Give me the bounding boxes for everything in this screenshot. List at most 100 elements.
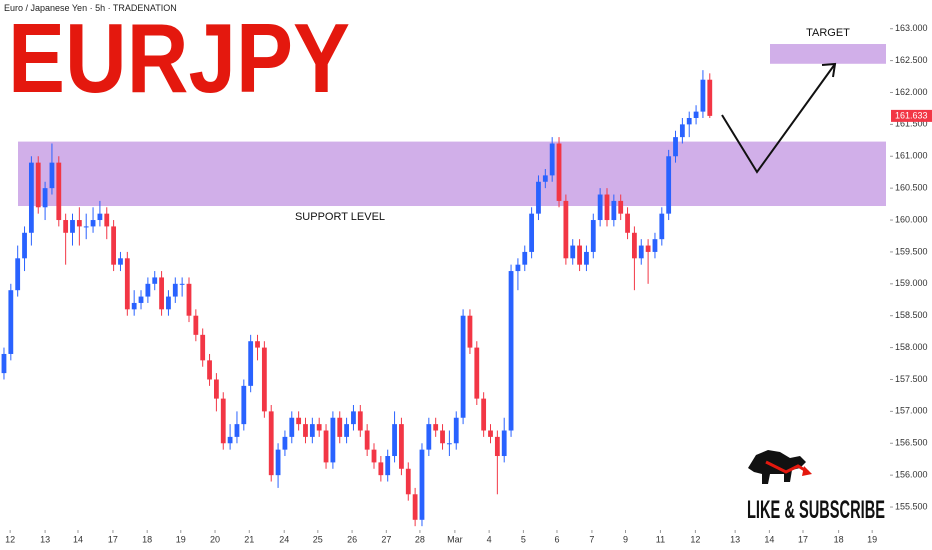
- chart-subtitle: Euro / Japanese Yen · 5h · TRADENATION: [4, 3, 177, 13]
- target-label: TARGET: [806, 27, 850, 39]
- target-zone: [770, 44, 886, 64]
- candle-body: [405, 468, 411, 495]
- x-tick-label: 7: [589, 534, 594, 544]
- candle-body: [227, 436, 233, 444]
- candle-body: [28, 162, 34, 233]
- candle-body: [70, 220, 75, 233]
- candle-body: [8, 290, 14, 354]
- candles: [1, 70, 713, 527]
- candle-body: [241, 385, 247, 425]
- x-tick-label: 21: [244, 534, 254, 544]
- x-tick-label: 12: [690, 534, 700, 544]
- candle-body: [344, 424, 349, 437]
- y-tick-label: 157.000: [895, 406, 928, 416]
- candle-body: [632, 232, 637, 259]
- candle-body: [172, 283, 178, 297]
- candle-body: [275, 449, 281, 476]
- x-tick-label: 25: [313, 534, 323, 544]
- candle-body: [159, 277, 164, 310]
- candle-body: [467, 315, 473, 348]
- candle-body: [529, 213, 535, 252]
- candle-body: [556, 143, 562, 201]
- candle-body: [323, 430, 329, 463]
- x-tick-label: 9: [623, 534, 628, 544]
- candle-body: [419, 449, 425, 520]
- candle-body: [1, 353, 7, 374]
- candle-body: [76, 220, 82, 227]
- candle-body: [618, 200, 624, 214]
- candle-body: [220, 398, 226, 444]
- candle-body: [337, 417, 343, 437]
- candle-body: [364, 430, 370, 450]
- y-tick-label: 163.000: [895, 23, 928, 33]
- candle-body: [255, 341, 260, 348]
- x-tick-label: 14: [764, 534, 774, 544]
- x-tick-label: 24: [279, 534, 289, 544]
- candle-body: [200, 334, 206, 361]
- candle-body: [453, 417, 459, 444]
- y-tick-label: 159.500: [895, 246, 928, 256]
- y-tick-label: 156.500: [895, 438, 928, 448]
- candle-body: [597, 194, 603, 221]
- candle-body: [625, 213, 630, 233]
- candle-body: [584, 251, 589, 265]
- x-tick-label: 4: [487, 534, 492, 544]
- candle-body: [214, 379, 219, 399]
- candle-body: [207, 360, 212, 380]
- candle-body: [488, 430, 493, 437]
- x-tick-label: 12: [5, 534, 15, 544]
- candle-body: [536, 181, 541, 214]
- candle-body: [104, 213, 110, 227]
- price-axis-bg: [890, 0, 932, 550]
- candle-body: [638, 245, 644, 259]
- candle-body: [440, 430, 445, 444]
- candle-body: [42, 188, 48, 208]
- x-tick-label: 20: [210, 534, 220, 544]
- candle-body: [433, 424, 439, 431]
- x-tick-label: 6: [554, 534, 559, 544]
- y-tick-label: 158.000: [895, 342, 928, 352]
- candle-body: [145, 283, 151, 297]
- y-tick-label: 160.500: [895, 183, 928, 193]
- candle-body: [248, 341, 254, 386]
- y-tick-label: 161.500: [895, 119, 928, 129]
- candle-body: [522, 251, 528, 265]
- x-tick-label: 17: [108, 534, 118, 544]
- candle-body: [179, 283, 185, 285]
- candle-body: [700, 79, 706, 112]
- candle-body: [446, 443, 452, 445]
- candle-body: [118, 258, 123, 265]
- support-label: SUPPORT LEVEL: [295, 211, 385, 223]
- candle-body: [351, 411, 356, 425]
- candle-body: [357, 411, 363, 431]
- candle-body: [412, 494, 418, 520]
- candle-body: [90, 220, 96, 227]
- candle-body: [652, 239, 658, 252]
- last-price-tag: [891, 109, 932, 122]
- candle-body: [679, 124, 685, 138]
- y-tick-label: 159.000: [895, 278, 928, 288]
- x-tick-label: 18: [142, 534, 152, 544]
- candle-body: [563, 200, 569, 259]
- candle-body: [268, 411, 274, 476]
- candle-body: [378, 462, 384, 476]
- chart-title: EURJPY: [8, 3, 350, 113]
- projection-arrow: [721, 63, 836, 174]
- candle-body: [659, 213, 665, 240]
- candle-body: [494, 436, 500, 457]
- candle-body: [22, 232, 27, 259]
- x-tick-label: 19: [176, 534, 186, 544]
- candle-body: [392, 424, 397, 457]
- candle-body: [549, 143, 555, 176]
- x-tick-label: 19: [867, 534, 877, 544]
- candle-body: [426, 424, 432, 450]
- x-tick-label: 18: [834, 534, 844, 544]
- y-tick-label: 158.500: [895, 310, 928, 320]
- support-zone: [18, 141, 886, 207]
- candle-body: [15, 258, 21, 291]
- candle-body: [330, 417, 336, 463]
- candle-body: [673, 137, 678, 157]
